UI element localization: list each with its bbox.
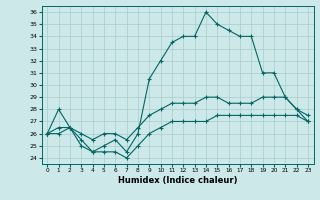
X-axis label: Humidex (Indice chaleur): Humidex (Indice chaleur) xyxy=(118,176,237,185)
